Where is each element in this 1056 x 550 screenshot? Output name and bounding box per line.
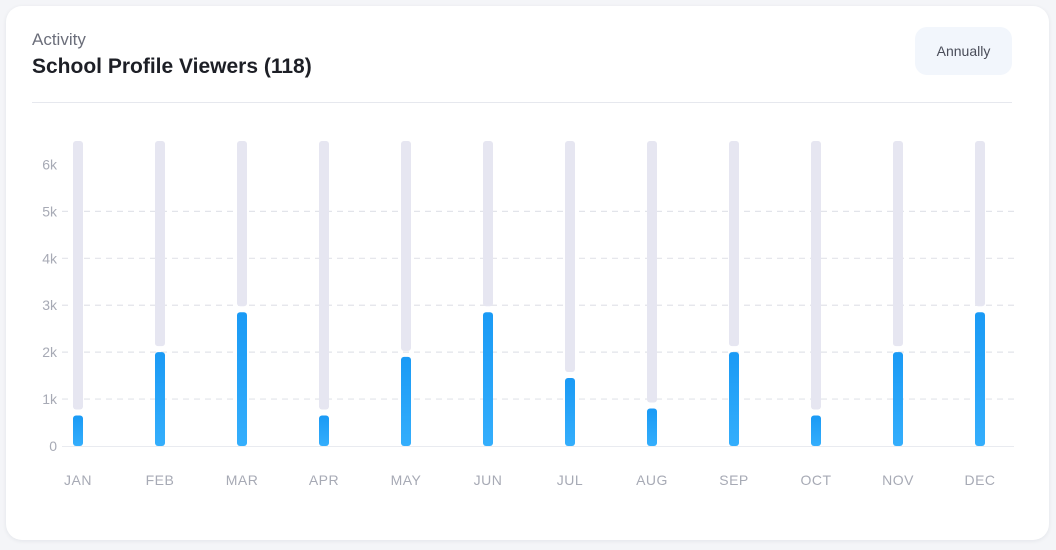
y-tick-label: 6k — [42, 156, 58, 172]
bar-track-may — [401, 141, 411, 351]
x-tick-label: NOV — [882, 472, 914, 488]
y-tick-label: 4k — [42, 250, 58, 266]
bar-oct[interactable] — [811, 415, 821, 447]
bar-dec[interactable] — [975, 312, 985, 446]
x-tick-label: JUN — [474, 472, 503, 488]
card-subtitle: Activity — [32, 30, 86, 49]
y-axis-ticks: 0 1k 2k 3k 4k 5k 6k — [42, 156, 58, 454]
x-tick-label: AUG — [636, 472, 668, 488]
bar-track-jul — [565, 141, 575, 372]
bar-jan[interactable] — [73, 415, 83, 447]
y-tick-label: 5k — [42, 203, 58, 219]
bars — [73, 141, 985, 446]
bar-feb[interactable] — [155, 352, 165, 446]
x-tick-label: DEC — [964, 472, 995, 488]
bar-jul[interactable] — [565, 377, 575, 446]
bar-track-feb — [155, 141, 165, 347]
y-tick-label: 1k — [42, 391, 58, 407]
x-tick-label: FEB — [146, 472, 175, 488]
grid-lines — [62, 210, 1014, 447]
y-tick-label: 0 — [49, 438, 57, 454]
bar-track-sep — [729, 141, 739, 347]
bar-track-nov — [893, 141, 903, 347]
period-dropdown-button[interactable]: Annually — [915, 27, 1012, 75]
bar-track-jan — [73, 141, 83, 410]
x-tick-label: APR — [309, 472, 339, 488]
bar-track-aug — [647, 141, 657, 403]
header-divider — [32, 102, 1012, 103]
x-tick-label: SEP — [719, 472, 749, 488]
y-tick-label: 2k — [42, 344, 58, 360]
x-tick-label: OCT — [800, 472, 831, 488]
x-tick-label: JAN — [64, 472, 92, 488]
bar-jun[interactable] — [483, 312, 493, 446]
x-tick-label: JUL — [557, 472, 583, 488]
activity-card — [6, 6, 1049, 540]
y-tick-label: 3k — [42, 297, 58, 313]
bar-nov[interactable] — [893, 352, 903, 446]
bar-track-apr — [319, 141, 329, 410]
bar-track-dec — [975, 141, 985, 307]
bar-track-jun — [483, 141, 493, 307]
x-tick-label: MAR — [226, 472, 259, 488]
chart-title: School Profile Viewers (118) — [32, 55, 312, 78]
bar-aug[interactable] — [647, 408, 657, 446]
bar-track-mar — [237, 141, 247, 307]
x-tick-label: MAY — [391, 472, 422, 488]
bar-sep[interactable] — [729, 352, 739, 446]
bar-apr[interactable] — [319, 415, 329, 447]
x-axis-ticks: JAN FEB MAR APR MAY JUN JUL AUG SEP OCT NOV DEC — [64, 472, 995, 488]
bar-track-oct — [811, 141, 821, 410]
bar-mar[interactable] — [237, 312, 247, 446]
bar-may[interactable] — [401, 356, 411, 446]
